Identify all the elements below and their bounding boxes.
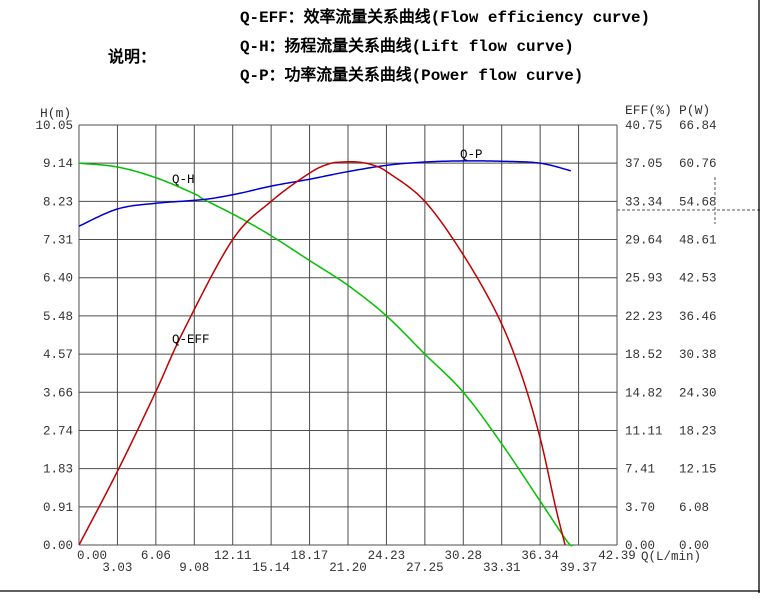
svg-text:9.14: 9.14 [43, 157, 73, 171]
svg-text:6.08: 6.08 [679, 501, 709, 515]
svg-text:33.34: 33.34 [625, 195, 663, 209]
svg-text:Q-EFF: Q-EFF [172, 333, 210, 347]
svg-text:9.08: 9.08 [179, 561, 209, 575]
svg-text:30.28: 30.28 [445, 549, 483, 563]
svg-text:P(W): P(W) [679, 103, 710, 118]
svg-text:12.11: 12.11 [214, 549, 252, 563]
svg-text:18.52: 18.52 [625, 348, 663, 362]
svg-text:29.64: 29.64 [625, 234, 663, 248]
svg-text:27.25: 27.25 [406, 561, 444, 575]
svg-text:14.82: 14.82 [625, 386, 663, 400]
svg-text:3.70: 3.70 [625, 501, 655, 515]
svg-text:48.61: 48.61 [679, 234, 717, 248]
svg-text:40.75: 40.75 [625, 119, 663, 133]
svg-text:39.37: 39.37 [560, 561, 598, 575]
svg-text:36.46: 36.46 [679, 310, 717, 324]
svg-text:0.00: 0.00 [679, 539, 709, 553]
svg-text:7.41: 7.41 [625, 463, 655, 477]
svg-text:6.40: 6.40 [43, 272, 73, 286]
svg-text:25.93: 25.93 [625, 272, 663, 286]
svg-text:EFF(%): EFF(%) [625, 103, 672, 118]
svg-text:0.00: 0.00 [43, 539, 73, 553]
svg-text:10.05: 10.05 [35, 119, 73, 133]
svg-text:2.74: 2.74 [43, 424, 73, 438]
svg-text:66.84: 66.84 [679, 119, 717, 133]
svg-text:1.83: 1.83 [43, 463, 73, 477]
svg-text:Q-H：扬程流量关系曲线(Lift flow curve): Q-H：扬程流量关系曲线(Lift flow curve) [240, 36, 574, 56]
svg-text:21.20: 21.20 [329, 561, 367, 575]
svg-text:42.39: 42.39 [598, 549, 636, 563]
svg-text:3.66: 3.66 [43, 386, 73, 400]
svg-text:37.05: 37.05 [625, 157, 663, 171]
svg-text:4.57: 4.57 [43, 348, 73, 362]
svg-text:7.31: 7.31 [43, 234, 73, 248]
svg-text:说明：: 说明： [108, 47, 156, 66]
svg-text:15.14: 15.14 [252, 561, 290, 575]
svg-text:36.34: 36.34 [521, 549, 559, 563]
svg-text:24.23: 24.23 [368, 549, 406, 563]
svg-text:18.17: 18.17 [291, 549, 329, 563]
svg-text:0.91: 0.91 [43, 501, 73, 515]
svg-text:Q-P：功率流量关系曲线(Power flow curve): Q-P：功率流量关系曲线(Power flow curve) [240, 65, 583, 85]
svg-text:Q-EFF：效率流量关系曲线(Flow efficiency: Q-EFF：效率流量关系曲线(Flow efficiency curve) [240, 7, 650, 27]
svg-text:8.23: 8.23 [43, 195, 73, 209]
svg-text:6.06: 6.06 [141, 549, 171, 563]
svg-text:5.48: 5.48 [43, 310, 73, 324]
svg-text:3.03: 3.03 [102, 561, 132, 575]
svg-text:12.15: 12.15 [679, 463, 717, 477]
svg-text:Q-H: Q-H [172, 173, 195, 187]
svg-text:60.76: 60.76 [679, 157, 717, 171]
svg-text:54.68: 54.68 [679, 195, 717, 209]
svg-text:42.53: 42.53 [679, 272, 717, 286]
svg-text:24.30: 24.30 [679, 386, 717, 400]
svg-text:Q-P: Q-P [460, 148, 483, 162]
svg-text:11.11: 11.11 [625, 424, 663, 438]
svg-text:22.23: 22.23 [625, 310, 663, 324]
svg-text:33.31: 33.31 [483, 561, 521, 575]
svg-text:18.23: 18.23 [679, 424, 717, 438]
svg-text:30.38: 30.38 [679, 348, 717, 362]
